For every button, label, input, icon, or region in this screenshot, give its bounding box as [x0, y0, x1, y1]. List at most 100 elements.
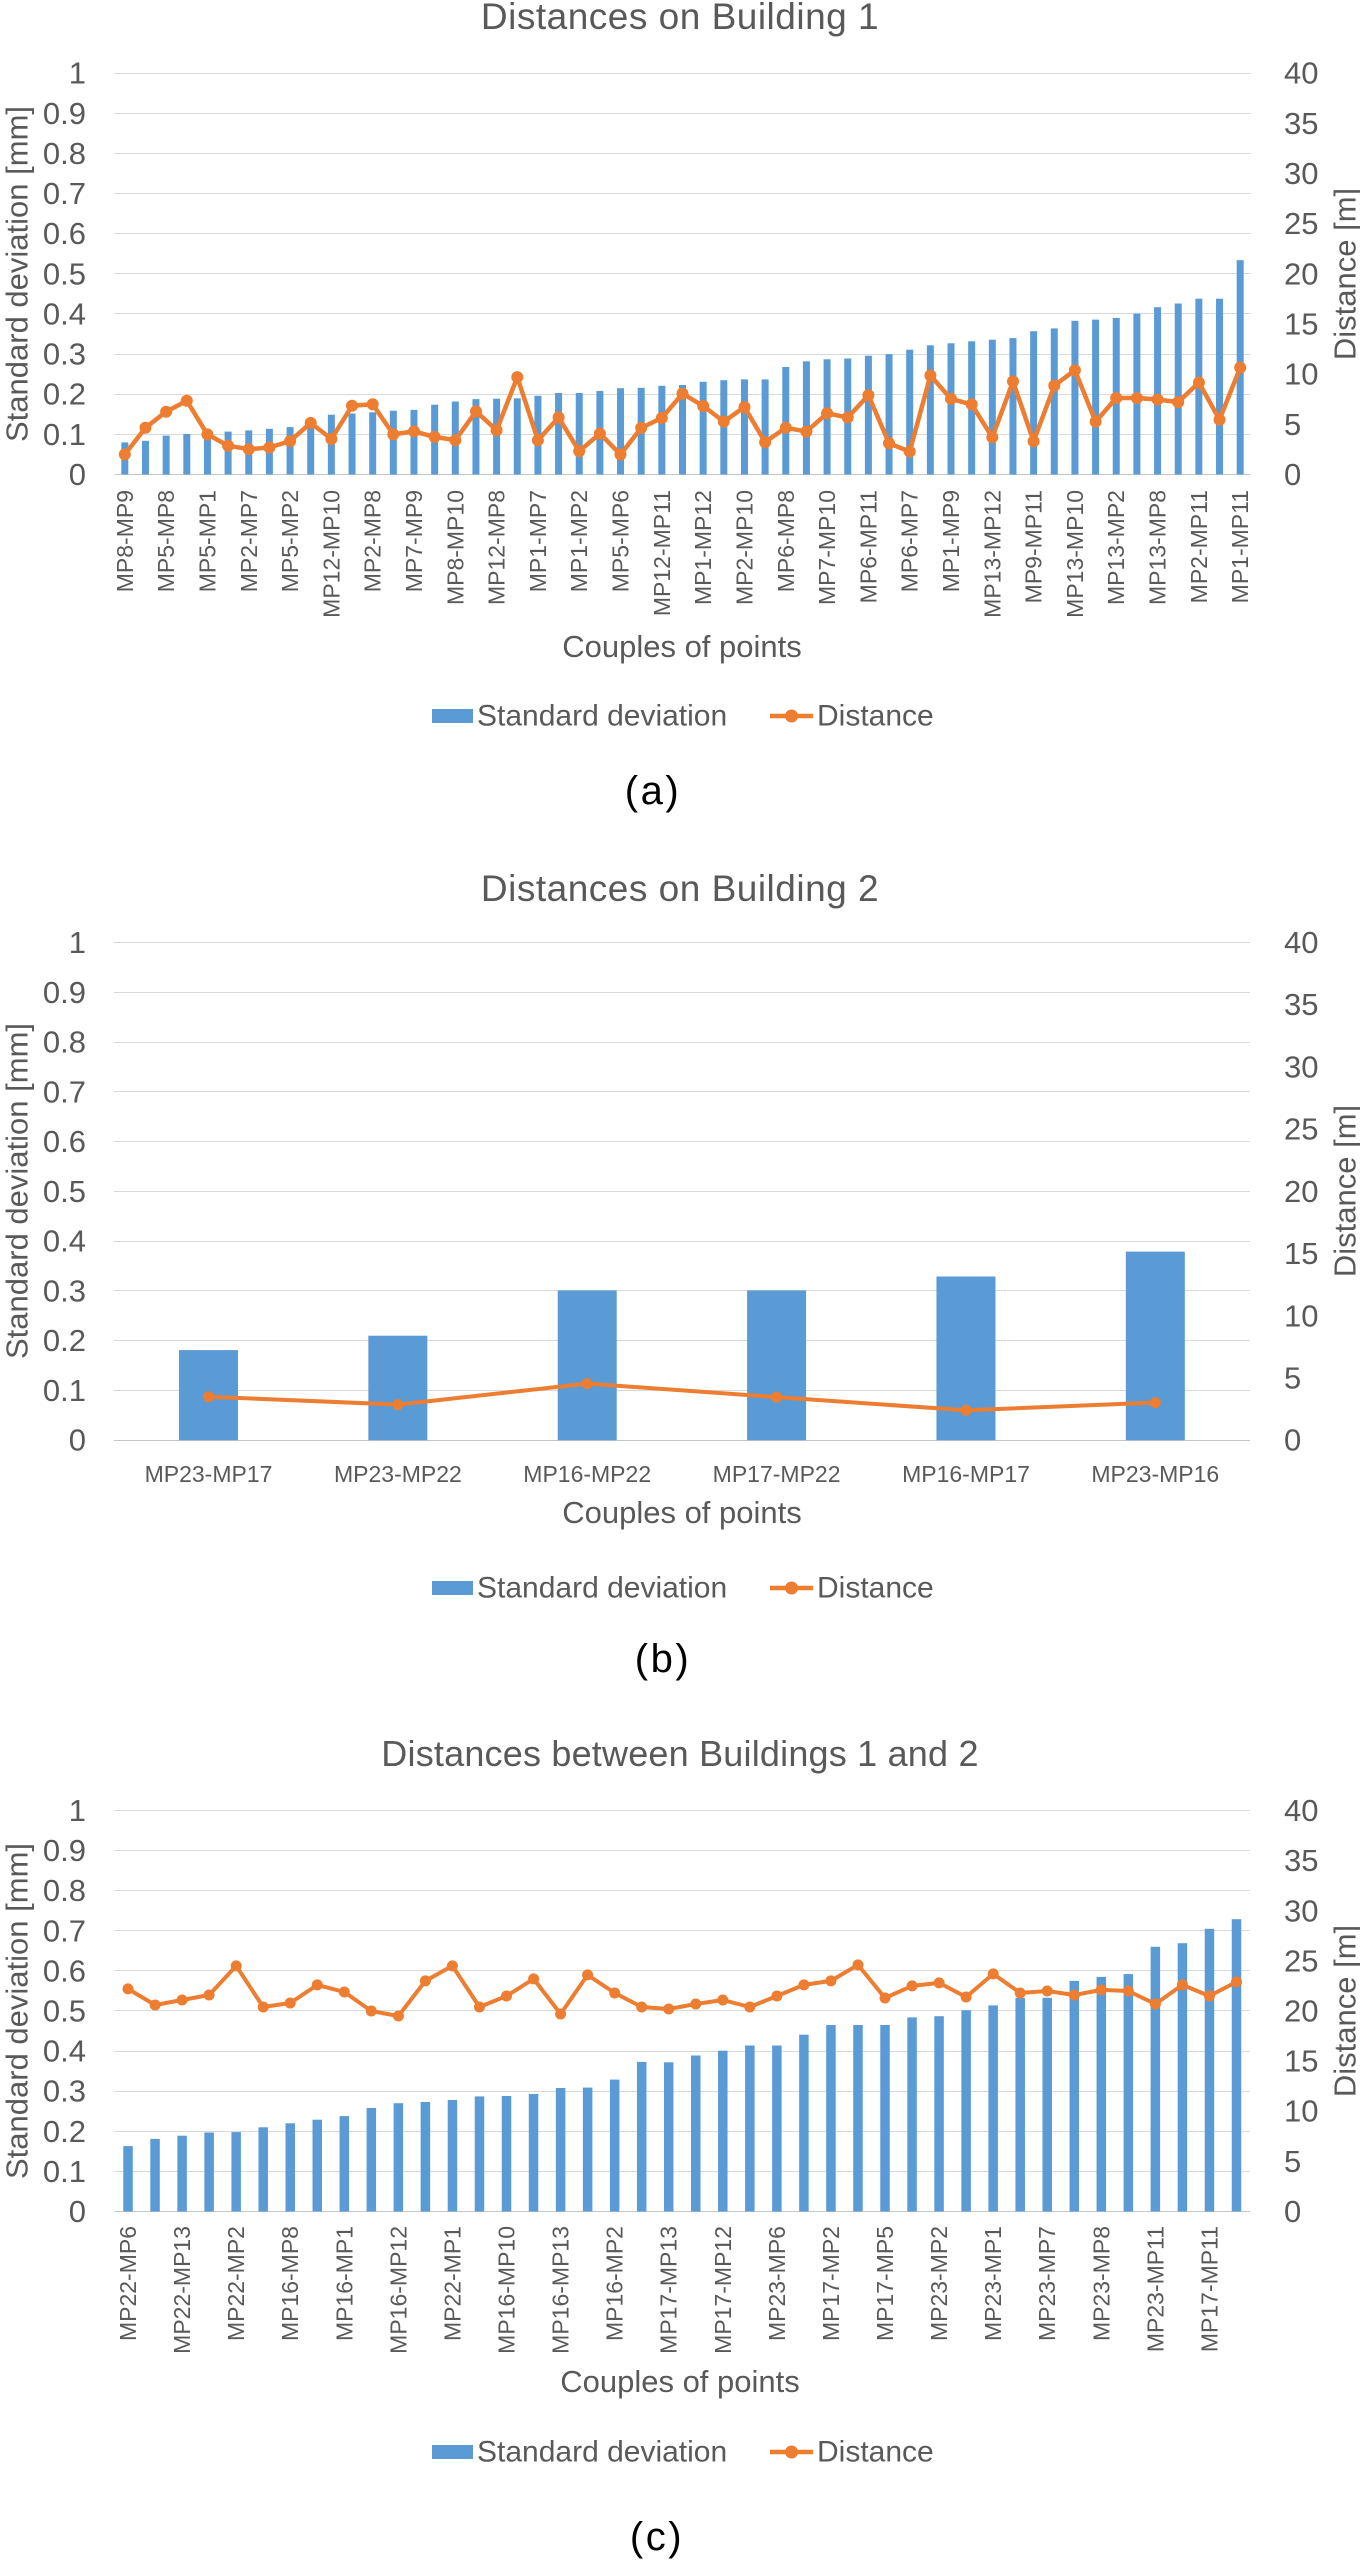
svg-text:MP13-MP2: MP13-MP2: [1103, 490, 1129, 605]
svg-text:25: 25: [1284, 1112, 1318, 1147]
svg-text:40: 40: [1284, 1793, 1318, 1828]
svg-text:0.6: 0.6: [43, 1124, 86, 1159]
svg-text:MP2-MP8: MP2-MP8: [360, 490, 386, 592]
svg-text:MP1-MP2: MP1-MP2: [566, 490, 592, 592]
svg-text:MP23-MP7: MP23-MP7: [1034, 2226, 1060, 2341]
svg-text:35: 35: [1284, 1843, 1318, 1878]
svg-text:30: 30: [1284, 156, 1318, 191]
svg-text:Distance [m]: Distance [m]: [1328, 1925, 1360, 2097]
svg-text:15: 15: [1284, 2044, 1318, 2079]
svg-text:MP12-MP11: MP12-MP11: [649, 490, 675, 616]
svg-text:0: 0: [69, 2194, 86, 2229]
svg-text:0: 0: [1284, 2194, 1301, 2229]
svg-text:Distances on Building 2: Distances on Building 2: [481, 868, 879, 909]
svg-text:MP17-MP22: MP17-MP22: [713, 1461, 841, 1487]
svg-text:15: 15: [1284, 307, 1318, 342]
svg-text:Standard deviation [mm]: Standard deviation [mm]: [0, 106, 35, 442]
svg-text:Distance [m]: Distance [m]: [1328, 188, 1360, 360]
svg-text:MP9-MP11: MP9-MP11: [1021, 490, 1047, 603]
svg-text:MP13-MP12: MP13-MP12: [979, 490, 1005, 618]
svg-text:20: 20: [1284, 1174, 1318, 1209]
svg-text:MP5-MP2: MP5-MP2: [277, 490, 303, 592]
svg-text:0.8: 0.8: [43, 1025, 86, 1060]
svg-text:Distance: Distance: [817, 1572, 934, 1605]
svg-text:Standard deviation [mm]: Standard deviation [mm]: [0, 1843, 35, 2179]
svg-text:MP23-MP22: MP23-MP22: [334, 1461, 462, 1487]
svg-text:MP16-MP2: MP16-MP2: [602, 2226, 628, 2341]
svg-text:MP17-MP2: MP17-MP2: [818, 2226, 844, 2341]
svg-text:0.2: 0.2: [43, 2114, 86, 2149]
svg-text:5: 5: [1284, 1361, 1301, 1396]
svg-text:0.3: 0.3: [43, 337, 86, 372]
svg-text:MP16-MP13: MP16-MP13: [548, 2226, 574, 2354]
svg-text:MP7-MP9: MP7-MP9: [401, 490, 427, 592]
svg-text:MP1-MP12: MP1-MP12: [690, 490, 716, 605]
svg-text:0.5: 0.5: [43, 1174, 86, 1209]
svg-text:MP16-MP22: MP16-MP22: [523, 1461, 651, 1487]
svg-text:MP23-MP2: MP23-MP2: [926, 2226, 952, 2341]
svg-text:MP2-MP7: MP2-MP7: [236, 490, 262, 592]
svg-text:MP22-MP2: MP22-MP2: [223, 2226, 249, 2341]
svg-text:1: 1: [69, 925, 86, 960]
svg-text:40: 40: [1284, 925, 1318, 960]
svg-text:0.3: 0.3: [43, 2074, 86, 2109]
svg-text:0.8: 0.8: [43, 1873, 86, 1908]
svg-text:MP23-MP16: MP23-MP16: [1091, 1461, 1219, 1487]
svg-text:30: 30: [1284, 1049, 1318, 1084]
svg-text:0.8: 0.8: [43, 136, 86, 171]
svg-text:MP1-MP9: MP1-MP9: [938, 490, 964, 592]
svg-text:0.1: 0.1: [43, 1373, 86, 1408]
svg-text:MP13-MP8: MP13-MP8: [1145, 490, 1171, 605]
svg-text:Couples of points: Couples of points: [562, 629, 802, 664]
svg-text:MP6-MP11: MP6-MP11: [855, 490, 881, 603]
svg-text:10: 10: [1284, 1298, 1318, 1333]
svg-text:0.1: 0.1: [43, 417, 86, 452]
svg-text:5: 5: [1284, 407, 1301, 442]
svg-text:Distance [m]: Distance [m]: [1328, 1105, 1360, 1277]
svg-text:0: 0: [69, 457, 86, 492]
svg-text:40: 40: [1284, 56, 1318, 91]
svg-text:5: 5: [1284, 2144, 1301, 2179]
svg-text:MP2-MP11: MP2-MP11: [1186, 490, 1212, 603]
svg-text:25: 25: [1284, 1943, 1318, 1978]
svg-text:1: 1: [69, 1793, 86, 1828]
svg-text:MP22-MP13: MP22-MP13: [169, 2226, 195, 2354]
svg-text:0.2: 0.2: [43, 1323, 86, 1358]
svg-text:MP16-MP12: MP16-MP12: [385, 2226, 411, 2354]
svg-text:MP8-MP9: MP8-MP9: [112, 490, 138, 592]
svg-text:Standard deviation [mm]: Standard deviation [mm]: [0, 1023, 35, 1359]
svg-text:30: 30: [1284, 1893, 1318, 1928]
svg-text:Couples of points: Couples of points: [562, 1495, 802, 1530]
svg-text:20: 20: [1284, 256, 1318, 291]
svg-text:(b): (b): [635, 1637, 691, 1681]
svg-text:Standard deviation: Standard deviation: [477, 700, 727, 733]
svg-text:35: 35: [1284, 106, 1318, 141]
svg-text:MP1-MP7: MP1-MP7: [525, 490, 551, 592]
svg-text:(a): (a): [625, 769, 681, 813]
svg-text:MP1-MP11: MP1-MP11: [1227, 490, 1253, 603]
svg-text:MP6-MP7: MP6-MP7: [897, 490, 923, 592]
svg-text:MP8-MP10: MP8-MP10: [442, 490, 468, 605]
svg-text:MP13-MP10: MP13-MP10: [1062, 490, 1088, 618]
svg-text:10: 10: [1284, 357, 1318, 392]
svg-text:0.9: 0.9: [43, 975, 86, 1010]
svg-text:0.7: 0.7: [43, 1913, 86, 1948]
svg-text:MP16-MP8: MP16-MP8: [277, 2226, 303, 2341]
svg-text:MP22-MP6: MP22-MP6: [115, 2226, 141, 2341]
svg-text:0: 0: [1284, 457, 1301, 492]
svg-text:Distances on Building 1: Distances on Building 1: [481, 0, 879, 37]
svg-text:Distance: Distance: [817, 2436, 934, 2469]
svg-text:MP23-MP11: MP23-MP11: [1142, 2226, 1168, 2352]
svg-text:Standard deviation: Standard deviation: [477, 1572, 727, 1605]
svg-text:MP17-MP5: MP17-MP5: [872, 2226, 898, 2341]
svg-text:0.6: 0.6: [43, 216, 86, 251]
svg-text:15: 15: [1284, 1236, 1318, 1271]
svg-text:0.4: 0.4: [43, 297, 86, 332]
svg-text:MP17-MP13: MP17-MP13: [656, 2226, 682, 2354]
svg-text:0.9: 0.9: [43, 1833, 86, 1868]
svg-text:MP23-MP8: MP23-MP8: [1088, 2226, 1114, 2341]
svg-text:MP5-MP8: MP5-MP8: [153, 490, 179, 592]
svg-text:0.4: 0.4: [43, 2034, 86, 2069]
svg-text:MP23-MP1: MP23-MP1: [980, 2226, 1006, 2341]
svg-text:0.6: 0.6: [43, 1953, 86, 1988]
